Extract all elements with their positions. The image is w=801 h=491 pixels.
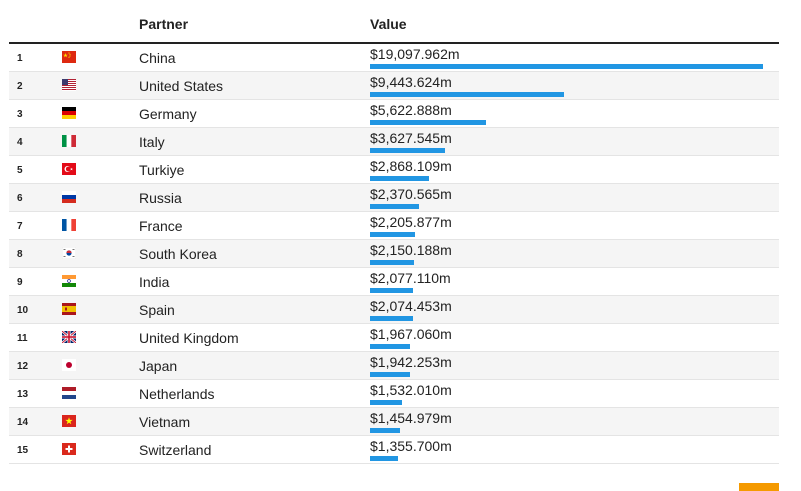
china-flag-icon (62, 51, 76, 63)
value-bar (370, 456, 398, 461)
value-label: $2,150.188m (370, 242, 452, 258)
value-bar (370, 204, 419, 209)
rank-label: 4 (17, 137, 23, 148)
table-row: 10 Spain $2,074.453m (9, 296, 779, 324)
france-flag-icon (62, 219, 76, 231)
value-label: $5,622.888m (370, 102, 452, 118)
partner-name: Vietnam (139, 414, 191, 430)
rank-label: 7 (17, 221, 23, 232)
partner-name: France (139, 218, 183, 234)
table-row: 13 Netherlands $1,532.010m (9, 380, 779, 408)
partner-name: Switzerland (139, 442, 212, 458)
value-label: $2,077.110m (370, 270, 451, 286)
rank-label: 5 (17, 165, 23, 176)
rank-label: 11 (17, 333, 28, 344)
netherlands-flag-icon (62, 387, 76, 399)
rank-label: 13 (17, 389, 29, 400)
value-label: $9,443.624m (370, 74, 452, 90)
value-bar (370, 372, 410, 377)
rank-label: 15 (17, 445, 29, 456)
partner-name: India (139, 274, 170, 290)
value-label: $1,355.700m (370, 438, 452, 454)
japan-flag-icon (62, 359, 76, 371)
india-flag-icon (62, 275, 76, 287)
table-row: 6 Russia $2,370.565m (9, 184, 779, 212)
table-row: 12 Japan $1,942.253m (9, 352, 779, 380)
switzerland-flag-icon (62, 443, 76, 455)
value-label: $2,868.109m (370, 158, 452, 174)
table-row: 8 South Korea $2,150.188m (9, 240, 779, 268)
vietnam-flag-icon (62, 415, 76, 427)
rank-label: 12 (17, 361, 29, 372)
table-header: Partner Value (9, 0, 779, 44)
table-row: 4 Italy $3,627.545m (9, 128, 779, 156)
table-row: 9 India $2,077.110m (9, 268, 779, 296)
value-bar (370, 92, 564, 97)
partner-name: Netherlands (139, 386, 215, 402)
value-bar (370, 260, 414, 265)
table-row: 2 United States $9,443.624m (9, 72, 779, 100)
partner-name: United States (139, 78, 224, 94)
rank-label: 6 (17, 193, 23, 204)
value-bar (370, 400, 402, 405)
united-kingdom-flag-icon (62, 331, 76, 343)
value-label: $1,454.979m (370, 410, 452, 426)
rank-label: 2 (17, 81, 23, 92)
value-bar (370, 176, 429, 181)
turkiye-flag-icon (62, 163, 76, 175)
value-bar (370, 120, 486, 125)
ranking-table: Partner Value 1 China $19,097.962m 2 United … (9, 0, 779, 464)
rank-label: 10 (17, 305, 29, 316)
value-label: $2,074.453m (370, 298, 452, 314)
rank-label: 3 (17, 109, 23, 120)
value-label: $1,532.010m (370, 382, 452, 398)
rank-label: 8 (17, 249, 23, 260)
partner-name: Germany (139, 106, 197, 122)
rank-label: 14 (17, 417, 29, 428)
italy-flag-icon (62, 135, 76, 147)
value-label: $3,627.545m (370, 130, 452, 146)
value-bar (370, 148, 445, 153)
partner-name: South Korea (139, 246, 217, 262)
partner-name: United Kingdom (139, 330, 239, 346)
value-bar (370, 232, 415, 237)
south-korea-flag-icon (62, 247, 76, 259)
russia-flag-icon (62, 191, 76, 203)
value-column-header: Value (370, 16, 407, 32)
table-row: 5 Turkiye $2,868.109m (9, 156, 779, 184)
value-bar (370, 288, 413, 293)
table-row: 14 Vietnam $1,454.979m (9, 408, 779, 436)
value-label: $1,967.060m (370, 326, 452, 342)
value-label: $2,205.877m (370, 214, 452, 230)
table-row: 7 France $2,205.877m (9, 212, 779, 240)
rank-label: 9 (17, 277, 23, 288)
table-row: 11 United Kingdom $1,967.060m (9, 324, 779, 352)
value-label: $1,942.253m (370, 354, 452, 370)
partner-column-header: Partner (139, 16, 189, 32)
value-bar (370, 316, 413, 321)
value-label: $19,097.962m (370, 46, 460, 62)
table-body: 1 China $19,097.962m 2 United States $9,443.6… (9, 44, 779, 464)
partner-name: Italy (139, 134, 165, 150)
value-bar (370, 64, 763, 69)
united-states-flag-icon (62, 79, 76, 91)
value-label: $2,370.565m (370, 186, 452, 202)
germany-flag-icon (62, 107, 76, 119)
value-bar (370, 344, 410, 349)
partner-name: Turkiye (139, 162, 185, 178)
table-row: 15 Switzerland $1,355.700m (9, 436, 779, 464)
partner-name: Japan (139, 358, 178, 374)
table-row: 1 China $19,097.962m (9, 44, 779, 72)
table-row: 3 Germany $5,622.888m (9, 100, 779, 128)
spain-flag-icon (62, 303, 76, 315)
rank-label: 1 (17, 53, 23, 64)
partner-name: Russia (139, 190, 182, 206)
partner-name: China (139, 50, 176, 66)
corner-badge (739, 483, 779, 491)
value-bar (370, 428, 400, 433)
partner-name: Spain (139, 302, 175, 318)
